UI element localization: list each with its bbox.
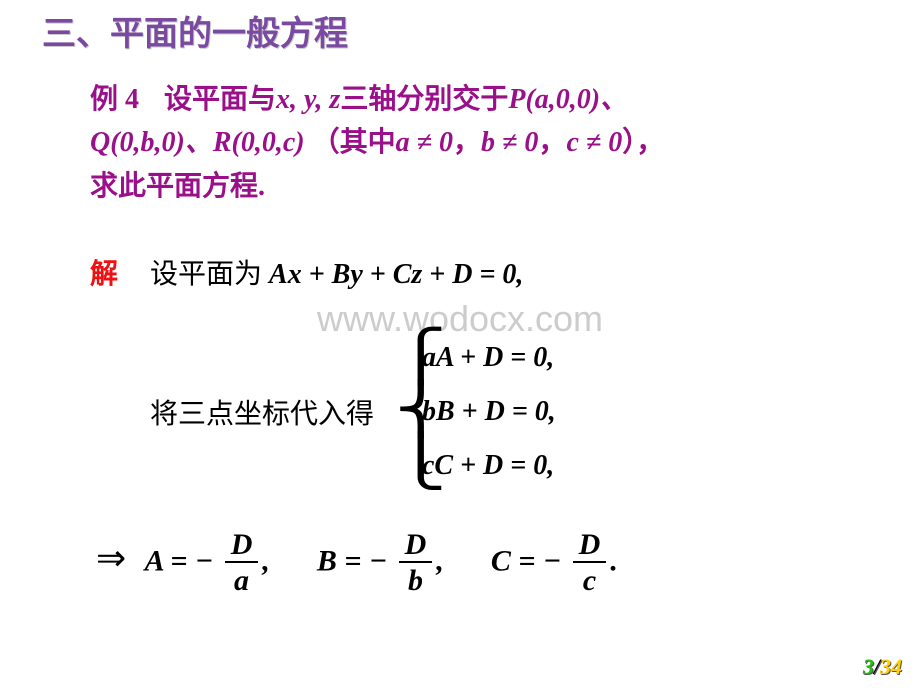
denominator: a (225, 563, 259, 599)
page-number: 3/34 (863, 654, 902, 680)
system-eq-2: bB + D = 0, (422, 396, 556, 428)
substitution-label: 将三点坐标代入得 (150, 392, 374, 432)
equation: Ax + By + Cz + D = 0, (269, 259, 523, 290)
frac-d-a: D a (225, 528, 259, 599)
text: 三轴分别交于 (340, 84, 508, 115)
text: 设平面为 (150, 259, 269, 290)
watermark: www.wodocx.com (317, 298, 603, 340)
current-page: 3 (863, 654, 874, 679)
cond: a ≠ 0 (396, 127, 453, 158)
point-q: Q(0,b,0)、 (90, 127, 213, 158)
solution-label: 解 (90, 252, 118, 292)
frac-d-b: D b (399, 528, 433, 599)
numerator: D (225, 528, 259, 563)
implies-icon: ⇒ (96, 538, 126, 578)
b-equals: B = − (317, 544, 387, 577)
cond: b ≠ 0 (481, 127, 538, 158)
system-eq-1: aA + D = 0, (422, 342, 554, 374)
denominator: b (399, 563, 433, 599)
problem-statement: 例 4 设平面与x, y, z三轴分别交于P(a,0,0)、 Q(0,b,0)、… (90, 78, 880, 208)
c-equals: C = − (491, 544, 561, 577)
comma: ， (453, 127, 481, 158)
paren: （其中 (312, 127, 396, 158)
frac-d-c: D c (573, 528, 607, 599)
solution-line-1: 设平面为 Ax + By + Cz + D = 0, (150, 252, 523, 292)
example-label: 例 4 (90, 84, 139, 115)
a-equals: A = − (145, 544, 214, 577)
section-title: 三、平面的一般方程 (42, 6, 348, 55)
text: 设平面与 (164, 84, 276, 115)
sep: , (262, 544, 270, 577)
cond: c ≠ 0 (566, 127, 622, 158)
denominator: c (573, 563, 607, 599)
point-p: P(a,0,0)、 (508, 84, 628, 115)
total-pages: 34 (880, 654, 902, 679)
numerator: D (573, 528, 607, 563)
comma: ， (538, 127, 566, 158)
system-eq-3: cC + D = 0, (422, 450, 554, 482)
text: 求此平面方程. (90, 171, 265, 202)
point-r: R(0,0,c) (213, 127, 305, 158)
vars: x, y, z (276, 84, 340, 115)
numerator: D (399, 528, 433, 563)
result-equation: ⇒ A = − D a , B = − D b , C = − D c . (96, 528, 618, 599)
period: . (610, 544, 618, 577)
sep: , (436, 544, 444, 577)
paren: ）， (622, 127, 664, 158)
